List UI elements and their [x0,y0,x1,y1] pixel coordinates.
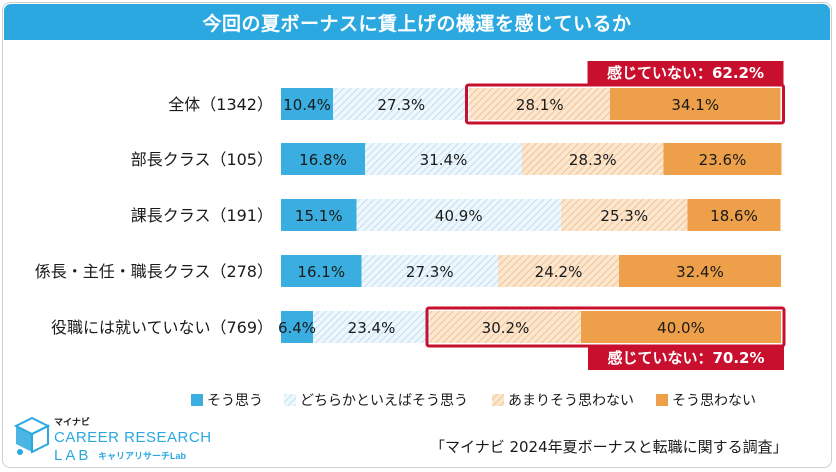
callout-label: 感じていない：70.2% [607,349,764,367]
bar-segment [561,199,688,231]
logo-small-text: マイナビ [54,416,90,427]
row-label: 全体（1342） [168,95,273,114]
bar-segment [356,199,561,231]
value-label: 24.2% [535,263,583,281]
cube-icon [13,416,51,455]
value-label: 31.4% [420,151,468,169]
logo-line2: LAB [54,447,91,464]
legend-swatch [191,394,203,406]
value-label: 40.9% [435,207,483,225]
value-label: 23.6% [699,151,747,169]
bar-segment [281,88,333,120]
bar-segment [365,143,522,175]
value-label: 15.1% [295,207,343,225]
bar-segment [581,311,781,343]
source-citation: 「マイナビ 2024年夏ボーナスと転職に関する調査」 [430,438,788,456]
legend-label: どちらかといえばそう思う [300,393,468,409]
bar-segment [281,255,362,287]
chart-title: 今回の夏ボーナスに賃上げの機運を感じているか [202,12,632,35]
value-label: 25.3% [600,207,648,225]
bar-segment [663,143,782,175]
value-label: 32.4% [676,263,724,281]
legend-swatch [656,394,668,406]
bar-segment [333,88,470,120]
value-label: 28.3% [569,151,617,169]
bar-segment [619,255,781,287]
value-label: 10.4% [283,96,331,114]
callout-box [588,346,784,370]
bar-segment [522,143,664,175]
row-label: 課長クラス（191） [131,206,273,225]
bar-segment [430,311,581,343]
value-label: 27.3% [377,96,425,114]
legend-swatch [492,394,504,406]
callout-box [587,61,784,85]
value-label: 6.4% [278,319,316,337]
value-label: 16.1% [297,263,345,281]
bar-segment [687,199,781,231]
logo-graphic: マイナビ CAREER RESEARCH LAB キャリアリサーチLab [13,416,212,464]
bar-segment [281,311,313,343]
bar-segment [281,143,365,175]
bar-segment [610,88,781,120]
value-label: 18.6% [710,207,758,225]
bar-segment [281,199,357,231]
legend-label: そう思う [207,393,263,409]
row-label: 役職には就いていない（769） [51,318,273,337]
legend-swatch [284,394,296,406]
row-label: 係長・主任・職長クラス（278） [35,262,273,281]
bar-segment [469,88,610,120]
value-label: 16.8% [299,151,347,169]
career-research-lab-logo: マイナビ CAREER RESEARCH LAB キャリアリサーチLab [6,412,216,466]
legend-label: あまりそう思わない [508,393,634,409]
value-label: 34.1% [671,96,719,114]
value-label: 30.2% [482,319,530,337]
logo-sub-text: キャリアリサーチLab [98,451,187,461]
bar-segment [313,311,430,343]
callout-label: 感じていない：62.2% [607,64,764,82]
value-label: 28.1% [516,96,564,114]
chart-title-bar: 今回の夏ボーナスに賃上げの機運を感じているか [4,4,830,40]
bar-segment [498,255,619,287]
value-label: 40.0% [657,319,705,337]
legend-label: そう思わない [672,393,756,409]
value-label: 27.3% [406,263,454,281]
logo-line1: CAREER RESEARCH [54,429,212,446]
row-label: 部長クラス（105） [131,150,273,169]
value-label: 23.4% [348,319,396,337]
bar-segment [361,255,498,287]
